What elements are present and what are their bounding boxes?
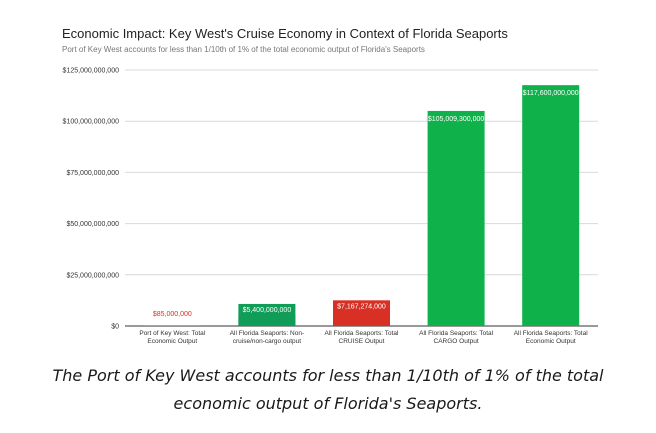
bar-chart: $0 $25,000,000,000 $50,000,000,000 $75,000,…	[63, 68, 598, 345]
chart-subtitle: Port of Key West accounts for less than …	[62, 45, 425, 54]
y-tick-label: $25,000,000,000	[66, 272, 119, 279]
x-tick-label: All Florida Seaports: Total	[419, 330, 493, 337]
x-tick-label: All Florida Seaports: Non-	[230, 330, 304, 337]
bar	[522, 85, 580, 326]
data-label: $7,167,274,000	[337, 303, 386, 310]
x-tick-label: CRUISE Output	[339, 338, 385, 345]
data-label: $105,009,300,000	[428, 116, 485, 123]
x-tick-label: All Florida Seaports: Total	[514, 330, 588, 337]
data-label: $117,600,000,000	[523, 90, 579, 97]
y-tick-label: $50,000,000,000	[66, 221, 119, 228]
x-tick-label: Economic Output	[147, 338, 197, 345]
caption-line-2: economic output of Florida's Seaports.	[173, 394, 483, 413]
x-tick-label: CARGO Output	[434, 338, 479, 345]
x-tick-label: All Florida Seaports: Total	[325, 330, 399, 337]
y-tick-label: $0	[111, 324, 119, 331]
y-tick-label: $75,000,000,000	[66, 170, 119, 177]
data-label: $5,400,000,000	[243, 307, 292, 314]
data-label-background	[333, 300, 390, 326]
data-label: $85,000,000	[153, 311, 192, 318]
chart-title: Economic Impact: Key West's Cruise Econo…	[62, 26, 508, 41]
x-tick-label: Economic Output	[526, 338, 576, 345]
x-tick-label: Port of Key West: Total	[139, 330, 205, 337]
caption-line-1: The Port of Key West accounts for less t…	[52, 366, 604, 385]
x-tick-label: cruise/non-cargo output	[233, 338, 301, 345]
data-label-background	[238, 303, 296, 326]
y-tick-label: $100,000,000,000	[63, 119, 120, 126]
bar	[427, 110, 485, 327]
y-tick-label: $125,000,000,000	[63, 68, 120, 75]
